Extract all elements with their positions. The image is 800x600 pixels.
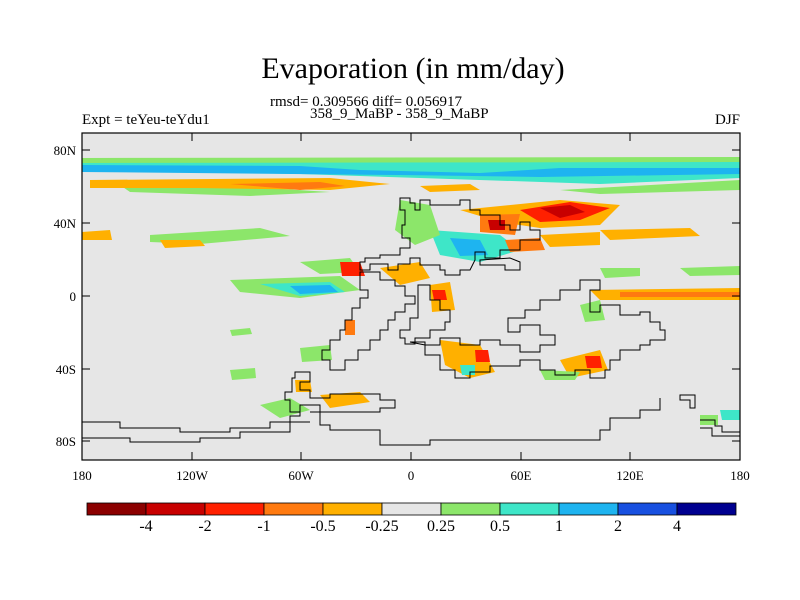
colorbar-label: 0.5 (490, 518, 510, 535)
colorbar-label: -2 (198, 518, 211, 535)
lon-label: 120W (176, 468, 209, 483)
lon-label: 120E (616, 468, 644, 483)
colorbar-swatch (204, 502, 265, 516)
lat-label: 40N (54, 216, 77, 231)
coastlines (82, 197, 740, 446)
longitude-labels: 180 120W 60W 0 60E 120E 180 (72, 468, 750, 483)
figure-title: Evaporation (in mm/day) (261, 52, 565, 85)
colorbar (86, 502, 737, 516)
colorbar-label: -0.5 (310, 518, 335, 535)
lat-label: 0 (70, 289, 77, 304)
colorbar-label: 0.25 (427, 518, 455, 535)
latitude-labels: 80N 40N 0 40S 80S (54, 143, 77, 449)
tick-marks (82, 133, 740, 460)
lat-label: 40S (56, 362, 76, 377)
colorbar-label: 1 (555, 518, 563, 535)
colorbar-label: -0.25 (365, 518, 398, 535)
colorbar-swatch (617, 502, 678, 516)
colorbar-labels: -4 -2 -1 -0.5 -0.25 0.25 0.5 1 2 4 (139, 518, 681, 535)
lat-label: 80N (54, 143, 77, 158)
colorbar-swatch (558, 502, 619, 516)
lon-label: 180 (72, 468, 92, 483)
colorbar-swatch (440, 502, 501, 516)
colorbar-swatch (381, 502, 442, 516)
case-line: 358_9_MaBP - 358_9_MaBP (310, 106, 489, 122)
colorbar-swatch (86, 502, 147, 516)
colorbar-label: 2 (614, 518, 622, 535)
colorbar-swatch (263, 502, 324, 516)
season-label: DJF (714, 112, 740, 128)
colorbar-label: -4 (139, 518, 152, 535)
lat-label: 80S (56, 434, 76, 449)
colorbar-label: 4 (673, 518, 681, 535)
colorbar-swatch (322, 502, 383, 516)
colorbar-swatch (499, 502, 560, 516)
experiment-label: Expt = teYeu-teYdu1 (82, 112, 210, 128)
stats-line: rmsd= 0.309566 diff= 0.056917 (270, 94, 463, 110)
colorbar-swatch (145, 502, 206, 516)
lon-label: 60E (511, 468, 532, 483)
evaporation-field (82, 157, 740, 425)
lon-label: 0 (408, 468, 415, 483)
lon-label: 180 (730, 468, 750, 483)
lon-label: 60W (288, 468, 314, 483)
colorbar-label: -1 (257, 518, 270, 535)
colorbar-swatch (676, 502, 737, 516)
